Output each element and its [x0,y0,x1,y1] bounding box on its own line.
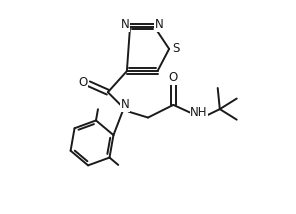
Text: S: S [172,42,179,55]
Text: N: N [121,18,130,31]
Text: NH: NH [190,106,208,119]
Text: N: N [155,18,163,31]
Text: O: O [78,76,88,89]
Text: O: O [168,71,178,84]
Text: N: N [121,98,130,111]
